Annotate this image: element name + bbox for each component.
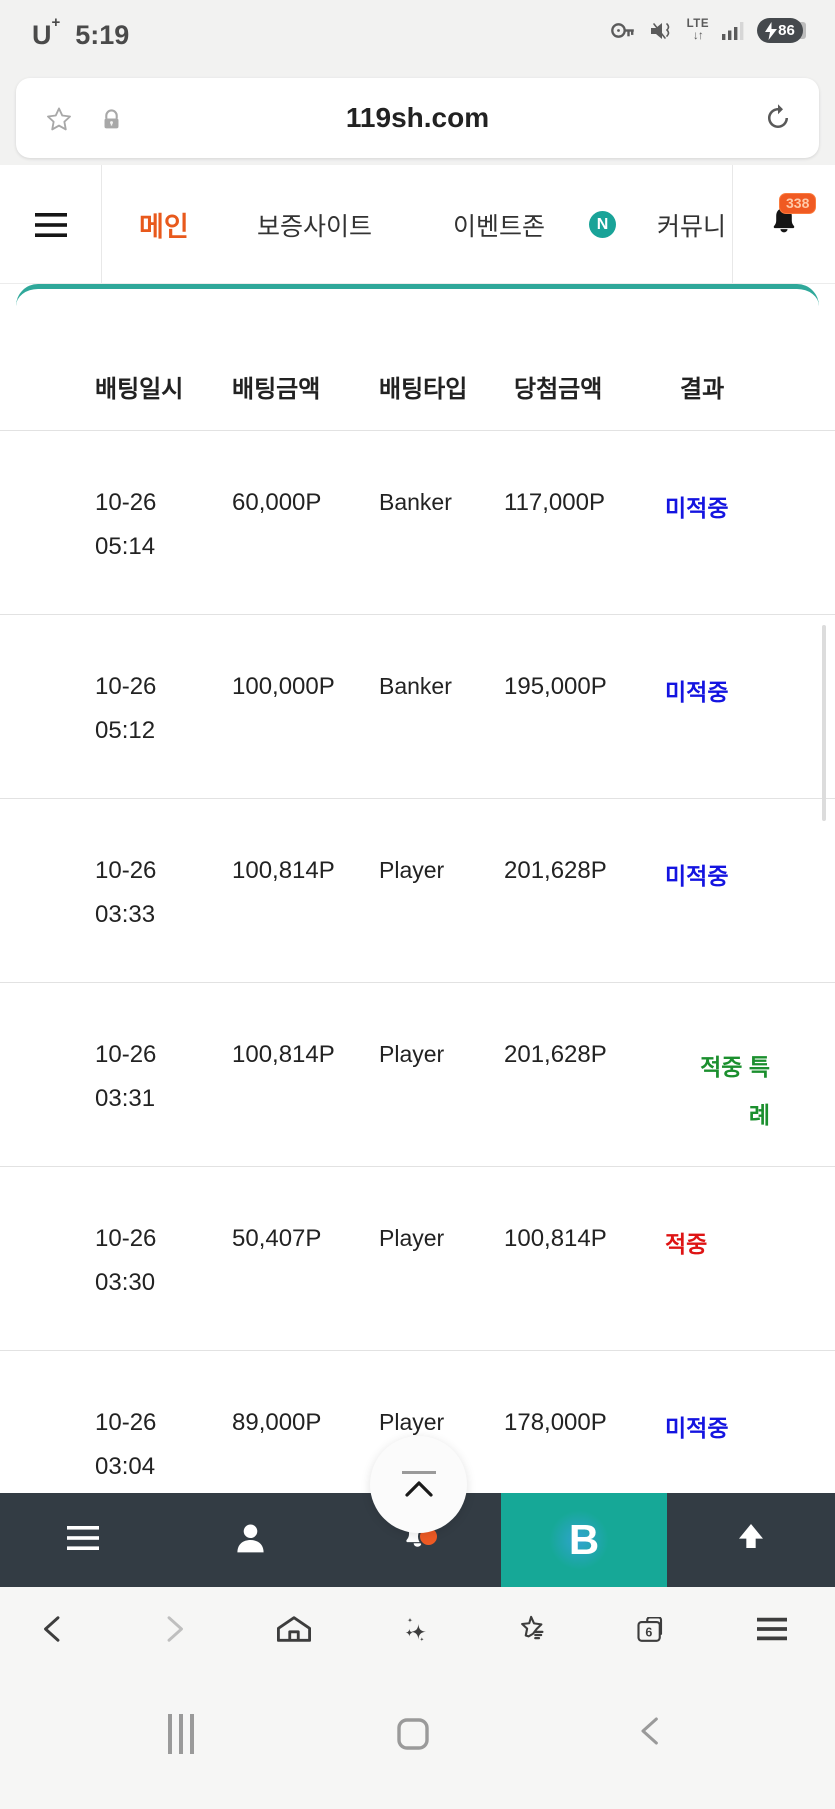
svg-text:6: 6 (645, 1626, 652, 1640)
